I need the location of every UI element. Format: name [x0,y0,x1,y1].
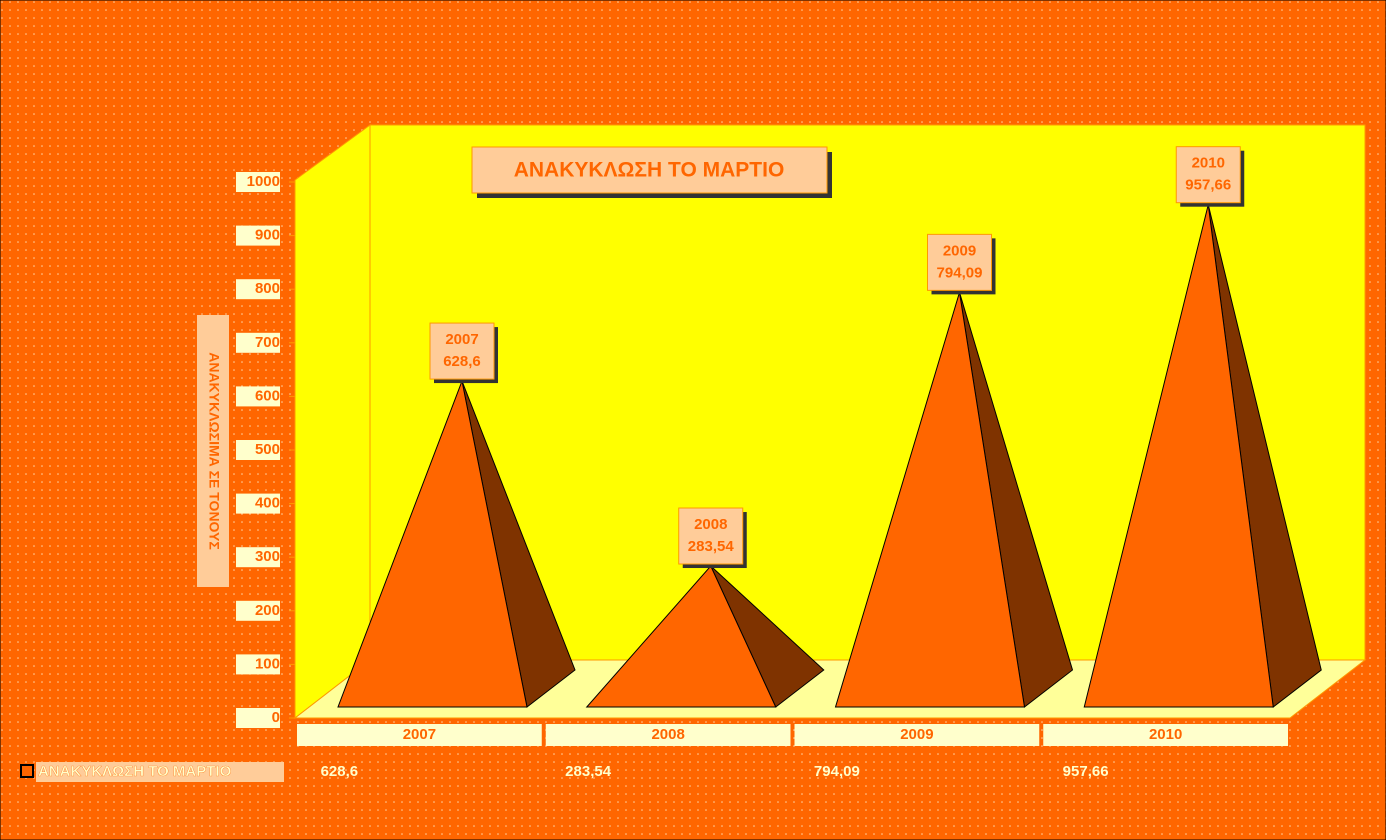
y-tick-label: 800 [255,280,280,297]
data-label: 957,66 [1185,177,1231,194]
y-tick-label: 100 [255,655,280,672]
y-tick-label: 400 [255,495,280,512]
x-tick-label: 2010 [1149,726,1182,743]
y-tick-label: 300 [255,548,280,565]
data-label-category: 2008 [694,516,727,533]
tick-label-box [236,654,280,675]
y-tick-label: 900 [255,227,280,244]
data-label-box [678,507,744,565]
table-value: 283,54 [565,763,612,780]
tick-label-box [236,279,280,300]
y-tick-label: 700 [255,334,280,351]
legend-swatch [20,764,34,778]
pyramid [585,565,777,708]
table-value: 628,6 [321,763,359,780]
x-tick-label: 2007 [403,726,436,743]
y-tick-label: 200 [255,602,280,619]
table-cell [794,724,1040,746]
data-label: 283,54 [688,538,735,555]
legend-label: ΑΝΑΚΥΚΛΩΣΗ ΤΟ ΜΑΡΤΙΟ [38,763,232,780]
x-tick-label: 2008 [651,726,684,743]
title-box: ΑΝΑΚΥΚΛΩΣΗ ΤΟ ΜΑΡΤΙΟ [471,146,832,198]
chart-title: ΑΝΑΚΥΚΛΩΣΗ ΤΟ ΜΑΡΤΙΟ [514,159,785,182]
side-wall [294,124,371,720]
tick-label-box [236,332,280,353]
y-tick-label: 1000 [247,173,280,190]
tick-label-box [236,440,280,460]
table-cell [1043,724,1288,746]
data-label: 628,6 [443,353,481,370]
pyramid [1083,204,1274,708]
tick-label-box [236,493,280,514]
legend-box [36,762,284,782]
pyramid [337,379,528,708]
tick-label-box [236,386,280,407]
table-value: 957,66 [1063,763,1109,780]
data-label-box [927,233,992,291]
data-label-box [429,322,495,380]
y-axis-label: ΑΝΑΚΥΚΛΩΣΙΜΑ ΣΕ ΤΟΝΟΥΣ [206,352,222,550]
x-tick-label: 2009 [900,726,933,743]
table-value: 794,09 [814,763,860,780]
y-tick-label: 500 [255,441,280,458]
tick-label-box [236,600,280,621]
tick-label-box [236,172,280,192]
y-tick-label: 600 [255,387,280,404]
table-cell [545,724,791,746]
y-label-box [197,315,229,587]
pyramid [834,292,1026,708]
tick-label-box [236,547,280,568]
data-label-box [1175,146,1241,204]
y-tick-label: 0 [272,709,280,726]
data-label-category: 2009 [943,242,976,259]
table-cell [297,724,542,746]
data-label-category: 2010 [1192,155,1225,172]
tick-label-box [236,708,280,728]
data-label: 794,09 [937,264,983,281]
tick-label-box [236,225,280,246]
data-label-category: 2007 [445,331,478,348]
